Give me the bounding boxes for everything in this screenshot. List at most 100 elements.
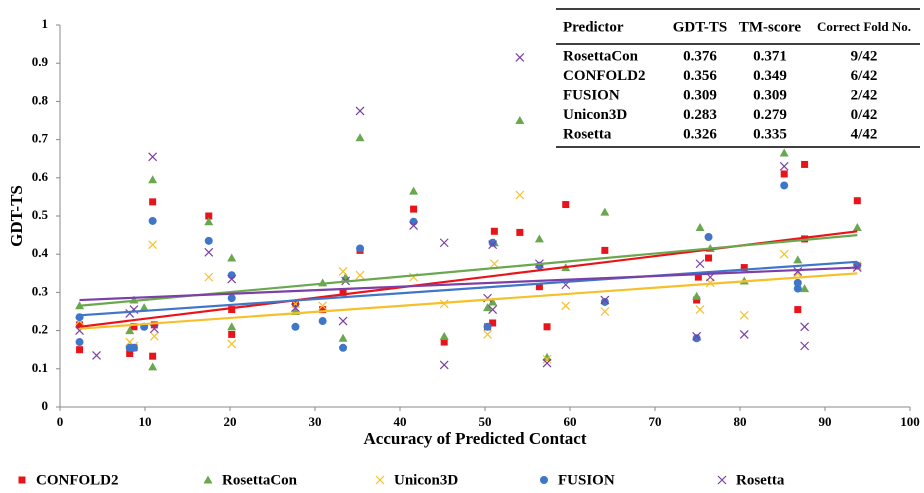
table-cell: 6/42: [851, 68, 878, 84]
point: [291, 322, 300, 331]
point: [355, 133, 365, 142]
point: [356, 244, 365, 253]
point: [149, 352, 157, 360]
point: [515, 53, 525, 62]
table-cell: 0.309: [753, 87, 787, 103]
point: [542, 352, 552, 361]
point: [489, 259, 499, 269]
point: [705, 254, 713, 262]
x-tick-label: 30: [309, 414, 322, 429]
point: [148, 175, 158, 184]
point: [318, 317, 327, 326]
point: [204, 247, 214, 257]
y-tick-label: 0.6: [32, 169, 49, 184]
legend-label: Rosetta: [736, 472, 785, 488]
point: [515, 190, 525, 200]
table-header: Correct Fold No.: [817, 19, 911, 34]
point: [794, 306, 802, 314]
table-header: GDT-TS: [673, 19, 727, 35]
point: [793, 278, 802, 287]
table-cell: RosettaCon: [563, 48, 639, 64]
x-tick-label: 10: [139, 414, 152, 429]
point: [542, 354, 552, 364]
y-tick-label: 0.3: [32, 283, 49, 298]
x-tick-label: 40: [394, 414, 407, 429]
point: [483, 322, 492, 331]
table-cell: 0.279: [753, 107, 787, 123]
point: [338, 266, 348, 276]
legend-marker: [18, 476, 26, 484]
point: [204, 272, 214, 282]
table-cell: 4/42: [851, 126, 878, 142]
point: [439, 331, 449, 340]
point: [338, 333, 348, 342]
point: [542, 358, 552, 368]
point: [490, 227, 498, 235]
point: [440, 338, 448, 346]
x-tick-label: 20: [224, 414, 237, 429]
point: [228, 330, 236, 338]
point: [149, 324, 159, 334]
point: [148, 152, 158, 162]
legend-label: FUSION: [558, 472, 615, 488]
table-cell: 9/42: [851, 48, 878, 64]
point: [439, 238, 449, 248]
point: [76, 321, 84, 329]
point: [780, 181, 789, 190]
y-tick-label: 0.9: [32, 54, 49, 69]
point: [204, 236, 213, 245]
point: [227, 274, 237, 284]
point: [319, 306, 327, 314]
table-cell: CONFOLD2: [563, 68, 646, 84]
point: [126, 350, 134, 358]
point: [483, 329, 492, 339]
point: [704, 233, 713, 242]
point: [695, 305, 705, 315]
x-tick-label: 70: [649, 414, 662, 429]
point: [695, 259, 705, 269]
table-cell: 2/42: [851, 87, 878, 103]
table-cell: 0.376: [683, 48, 717, 64]
point: [793, 266, 803, 276]
point: [339, 288, 347, 296]
point: [439, 299, 449, 309]
point: [793, 255, 803, 264]
point: [139, 303, 149, 312]
y-tick-label: 0.8: [32, 92, 49, 107]
point: [488, 297, 498, 306]
y-tick-label: 0.4: [32, 245, 49, 260]
point: [227, 271, 236, 280]
point: [338, 316, 348, 326]
point: [694, 273, 702, 281]
y-tick-label: 1: [42, 16, 49, 31]
table-cell: Unicon3D: [563, 107, 627, 123]
point: [409, 221, 419, 230]
legend-label: RosettaCon: [222, 472, 298, 488]
point: [227, 253, 237, 262]
table-cell: 0/42: [851, 107, 878, 123]
point: [488, 238, 497, 247]
table-cell: 0.349: [753, 68, 787, 84]
table-cell: 0.371: [753, 48, 787, 64]
trend-line: [79, 260, 858, 317]
point: [92, 351, 101, 360]
point: [779, 148, 789, 157]
point: [204, 217, 214, 226]
point: [535, 283, 543, 291]
table-cell: 0.356: [683, 68, 717, 84]
point: [695, 222, 705, 231]
point: [483, 303, 493, 312]
x-tick-label: 60: [564, 414, 577, 429]
point: [561, 301, 571, 311]
point: [488, 305, 498, 315]
point: [76, 346, 84, 354]
point: [793, 284, 802, 293]
point: [601, 246, 609, 254]
point: [780, 170, 788, 178]
x-tick-label: 80: [734, 414, 747, 429]
table-cell: Rosetta: [563, 126, 612, 142]
y-tick-label: 0.7: [32, 131, 49, 146]
point: [355, 106, 365, 116]
point: [600, 307, 610, 316]
